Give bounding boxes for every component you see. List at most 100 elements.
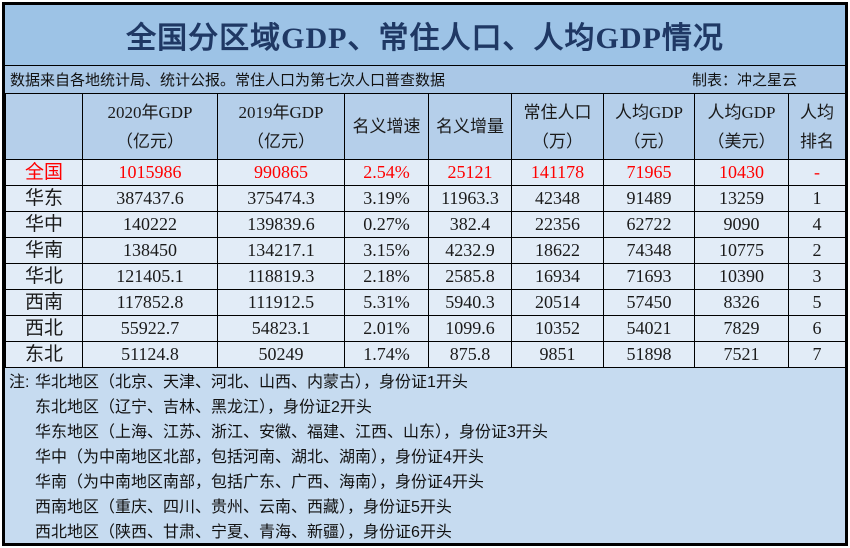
note-text: 华北地区（北京、天津、河北、山西、内蒙古），身份证1开头 [35,374,468,391]
value-cell: 875.8 [428,341,512,368]
header-cell-gdp-per-capita-cny: 人均GDP （元） [603,93,695,160]
value-cell: 387437.6 [82,185,218,212]
value-cell: 9851 [511,341,604,368]
subtitle-bar: 数据来自各地统计局、统计公报。常住人口为第七次人口普查数据 制表：冲之星云 [5,66,845,93]
value-cell: 134217.1 [217,237,345,264]
rank-cell: - [788,159,845,186]
value-cell: 54021 [603,315,695,342]
value-cell: 9090 [694,211,789,238]
page-title: 全国分区域GDP、常住人口、人均GDP情况 [126,22,724,55]
value-cell: 51124.8 [82,341,218,368]
title-bar: 全国分区域GDP、常住人口、人均GDP情况 [5,5,845,66]
region-cell: 华南 [5,237,83,264]
table-row-northwest: 西北 55922.7 54823.1 2.01% 1099.6 10352 54… [5,315,845,342]
value-cell: 20514 [511,289,604,316]
value-cell: 382.4 [428,211,512,238]
value-cell: 139839.6 [217,211,345,238]
value-cell: 10352 [511,315,604,342]
header-cell-nominal-growth-rate: 名义增速 [344,93,429,160]
note-line: 西南地区（重庆、四川、贵州、云南、西藏），身份证5开头 [9,495,841,520]
value-cell: 13259 [694,185,789,212]
gdp-table: 2020年GDP （亿元） 2019年GDP （亿元） 名义增速 名义增量 常住… [5,93,845,368]
value-cell: 121405.1 [82,263,218,290]
value-cell: 10430 [694,159,789,186]
value-cell: 117852.8 [82,289,218,316]
value-cell: 5940.3 [428,289,512,316]
value-cell: 4232.9 [428,237,512,264]
value-cell: 2585.8 [428,263,512,290]
value-cell: 1015986 [82,159,218,186]
value-cell: 5.31% [344,289,429,316]
note-line: 西北地区（陕西、甘肃、宁夏、青海、新疆），身份证6开头 [9,520,841,543]
value-cell: 57450 [603,289,695,316]
value-cell: 71965 [603,159,695,186]
value-cell: 7521 [694,341,789,368]
value-cell: 91489 [603,185,695,212]
value-cell: 1.74% [344,341,429,368]
value-cell: 375474.3 [217,185,345,212]
note-text: 西南地区（重庆、四川、贵州、云南、西藏），身份证5开头 [35,499,452,516]
rank-cell: 5 [788,289,845,316]
header-cell-gdp-2019: 2019年GDP （亿元） [217,93,345,160]
table-row-central: 华中 140222 139839.6 0.27% 382.4 22356 627… [5,211,845,238]
rank-cell: 3 [788,263,845,290]
value-cell: 118819.3 [217,263,345,290]
header-cell-region [5,93,83,160]
value-cell: 2.01% [344,315,429,342]
header-cell-population: 常住人口 （万） [511,93,604,160]
region-cell: 华中 [5,211,83,238]
header-cell-nominal-increase: 名义增量 [428,93,512,160]
value-cell: 42348 [511,185,604,212]
value-cell: 141178 [511,159,604,186]
value-cell: 7829 [694,315,789,342]
header-cell-per-capita-rank: 人均 排名 [788,93,845,160]
note-line: 华中（为中南地区北部，包括河南、湖北、湖南），身份证4开头 [9,445,841,470]
header-cell-gdp-2020: 2020年GDP （亿元） [82,93,218,160]
value-cell: 18622 [511,237,604,264]
value-cell: 138450 [82,237,218,264]
region-cell: 东北 [5,341,83,368]
header-cell-gdp-per-capita-usd: 人均GDP （美元） [694,93,789,160]
table-row-east: 华东 387437.6 375474.3 3.19% 11963.3 42348… [5,185,845,212]
data-source-note: 数据来自各地统计局、统计公报。常住人口为第七次人口普查数据 [10,72,446,89]
value-cell: 0.27% [344,211,429,238]
note-line: 华南（为中南地区南部，包括广东、广西、海南），身份证4开头 [9,470,841,495]
rank-cell: 6 [788,315,845,342]
value-cell: 55922.7 [82,315,218,342]
value-cell: 140222 [82,211,218,238]
note-line: 东北地区（辽宁、吉林、黑龙江），身份证2开头 [9,395,841,420]
rank-cell: 1 [788,185,845,212]
note-line: 注: 华北地区（北京、天津、河北、山西、内蒙古），身份证1开头 [9,370,841,395]
value-cell: 10390 [694,263,789,290]
value-cell: 8326 [694,289,789,316]
rank-cell: 4 [788,211,845,238]
table-row-south: 华南 138450 134217.1 3.15% 4232.9 18622 74… [5,237,845,264]
note-line: 华东地区（上海、江苏、浙江、安徽、福建、江西、山东），身份证3开头 [9,420,841,445]
value-cell: 2.18% [344,263,429,290]
table-row-southwest: 西南 117852.8 111912.5 5.31% 5940.3 20514 … [5,289,845,316]
value-cell: 111912.5 [217,289,345,316]
table-header-row: 2020年GDP （亿元） 2019年GDP （亿元） 名义增速 名义增量 常住… [5,93,845,160]
value-cell: 22356 [511,211,604,238]
value-cell: 1099.6 [428,315,512,342]
note-text: 西北地区（陕西、甘肃、宁夏、青海、新疆），身份证6开头 [35,524,452,541]
note-text: 华南（为中南地区南部，包括广东、广西、海南），身份证4开头 [35,474,484,491]
table-row-north: 华北 121405.1 118819.3 2.18% 2585.8 16934 … [5,263,845,290]
region-cell: 华东 [5,185,83,212]
value-cell: 16934 [511,263,604,290]
value-cell: 3.15% [344,237,429,264]
note-text: 华中（为中南地区北部，包括河南、湖北、湖南），身份证4开头 [35,449,484,466]
value-cell: 10775 [694,237,789,264]
value-cell: 3.19% [344,185,429,212]
rank-cell: 2 [788,237,845,264]
value-cell: 74348 [603,237,695,264]
note-text: 华东地区（上海、江苏、浙江、安徽、福建、江西、山东），身份证3开头 [35,424,548,441]
note-prefix: 注: [9,374,30,391]
region-cell: 全国 [5,159,83,186]
region-cell: 西北 [5,315,83,342]
value-cell: 50249 [217,341,345,368]
rank-cell: 7 [788,341,845,368]
region-cell: 西南 [5,289,83,316]
notes-section: 注: 华北地区（北京、天津、河北、山西、内蒙古），身份证1开头 东北地区（辽宁、… [5,368,845,543]
